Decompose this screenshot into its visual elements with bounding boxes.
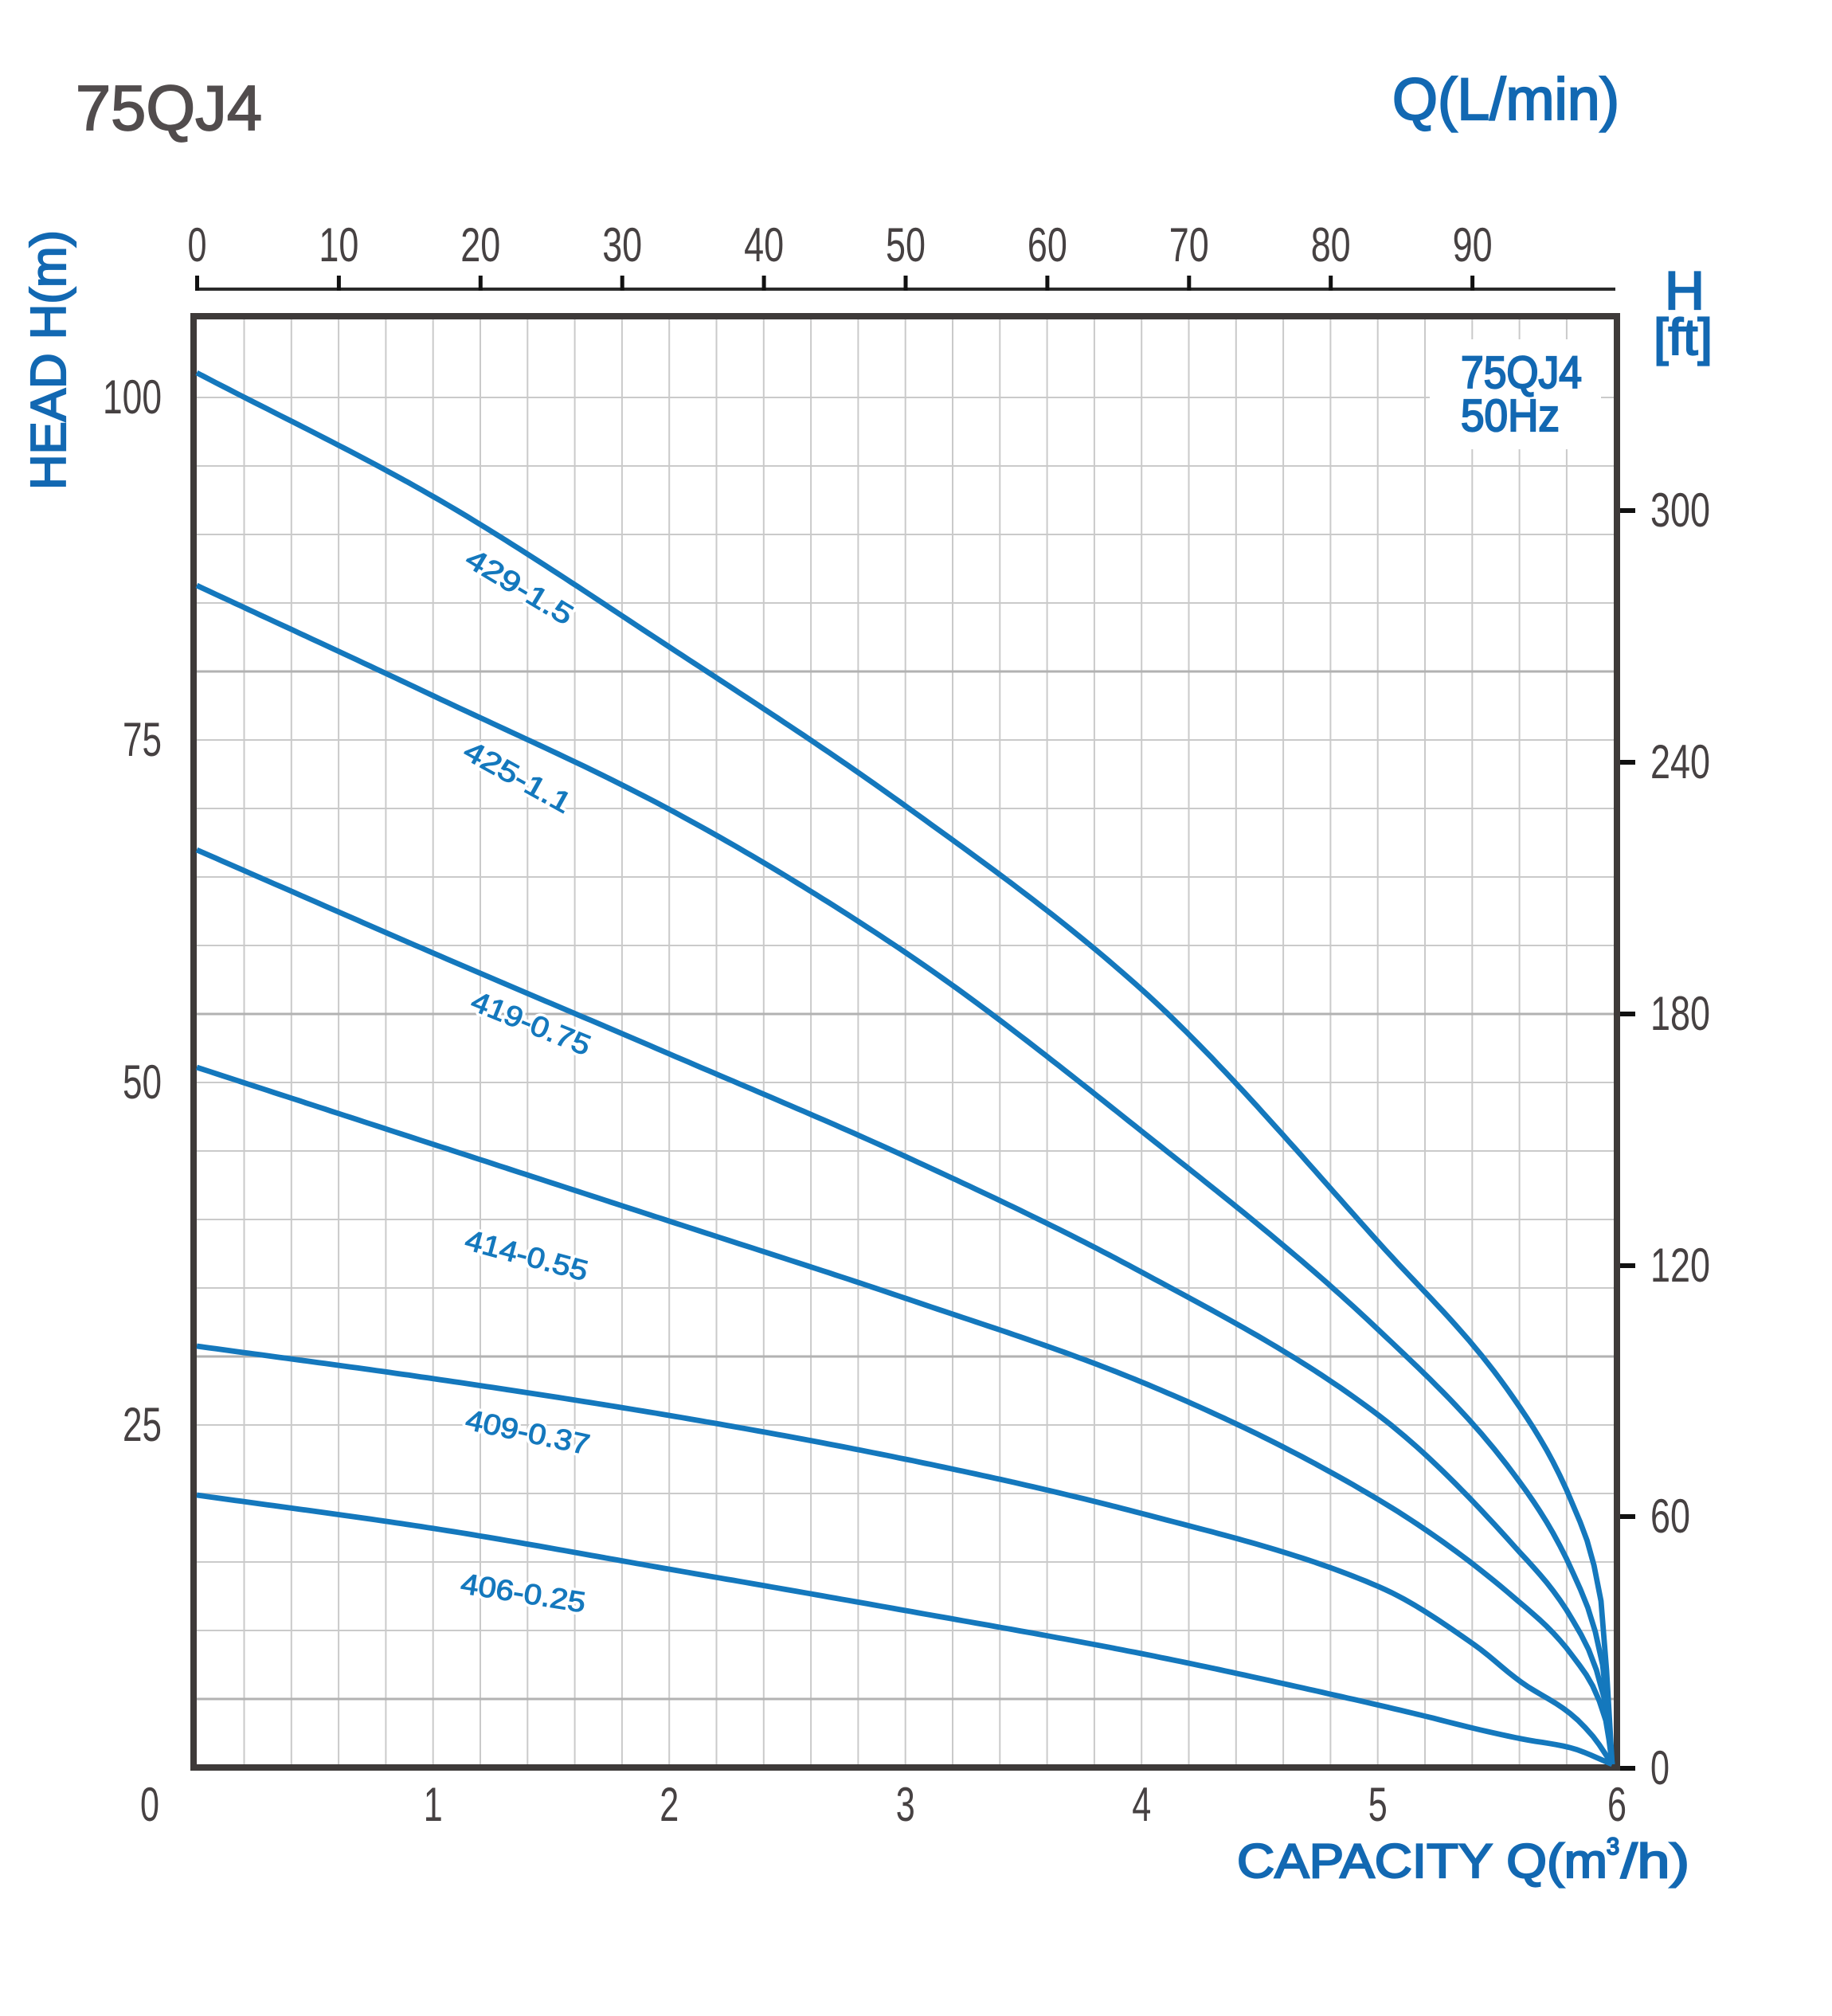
svg-text:300: 300 bbox=[1650, 483, 1710, 537]
svg-text:60: 60 bbox=[1028, 218, 1067, 272]
svg-text:75QJ4: 75QJ4 bbox=[76, 72, 262, 143]
svg-text:4: 4 bbox=[1132, 1778, 1151, 1831]
svg-text:90: 90 bbox=[1453, 218, 1493, 272]
svg-text:2: 2 bbox=[660, 1778, 679, 1831]
svg-text:3: 3 bbox=[896, 1778, 915, 1831]
svg-text:1: 1 bbox=[424, 1778, 443, 1831]
svg-text:240: 240 bbox=[1650, 735, 1710, 789]
svg-text:70: 70 bbox=[1169, 218, 1209, 272]
svg-text:25: 25 bbox=[123, 1398, 162, 1451]
svg-text:75: 75 bbox=[123, 713, 162, 766]
svg-text:[ft]: [ft] bbox=[1654, 308, 1713, 366]
svg-text:0: 0 bbox=[1650, 1741, 1670, 1795]
svg-text:60: 60 bbox=[1650, 1489, 1690, 1543]
svg-text:H: H bbox=[1665, 260, 1705, 321]
svg-text:50Hz: 50Hz bbox=[1461, 390, 1560, 441]
svg-text:10: 10 bbox=[319, 218, 358, 272]
svg-text:20: 20 bbox=[460, 218, 500, 272]
svg-text:75QJ4: 75QJ4 bbox=[1461, 347, 1582, 398]
svg-text:CAPACITY Q(m: CAPACITY Q(m bbox=[1237, 1834, 1607, 1888]
svg-text:0: 0 bbox=[140, 1778, 159, 1831]
svg-text:100: 100 bbox=[103, 370, 162, 424]
svg-text:3: 3 bbox=[1607, 1834, 1619, 1860]
svg-text:6: 6 bbox=[1607, 1778, 1626, 1831]
svg-text:40: 40 bbox=[744, 218, 784, 272]
svg-text:180: 180 bbox=[1650, 987, 1710, 1040]
svg-text:Q(L/min): Q(L/min) bbox=[1392, 66, 1619, 132]
svg-text:120: 120 bbox=[1650, 1239, 1710, 1292]
svg-text:50: 50 bbox=[123, 1055, 162, 1109]
svg-text:30: 30 bbox=[602, 218, 642, 272]
svg-text:5: 5 bbox=[1368, 1778, 1388, 1831]
svg-text:50: 50 bbox=[886, 218, 926, 272]
svg-text:80: 80 bbox=[1311, 218, 1351, 272]
svg-text:0: 0 bbox=[188, 218, 207, 272]
svg-text:/h): /h) bbox=[1621, 1834, 1689, 1888]
svg-text:HEAD H(m): HEAD H(m) bbox=[22, 230, 76, 490]
svg-text:50Hz: 50Hz bbox=[1461, 390, 1560, 441]
svg-text:75QJ4: 75QJ4 bbox=[1461, 347, 1582, 398]
